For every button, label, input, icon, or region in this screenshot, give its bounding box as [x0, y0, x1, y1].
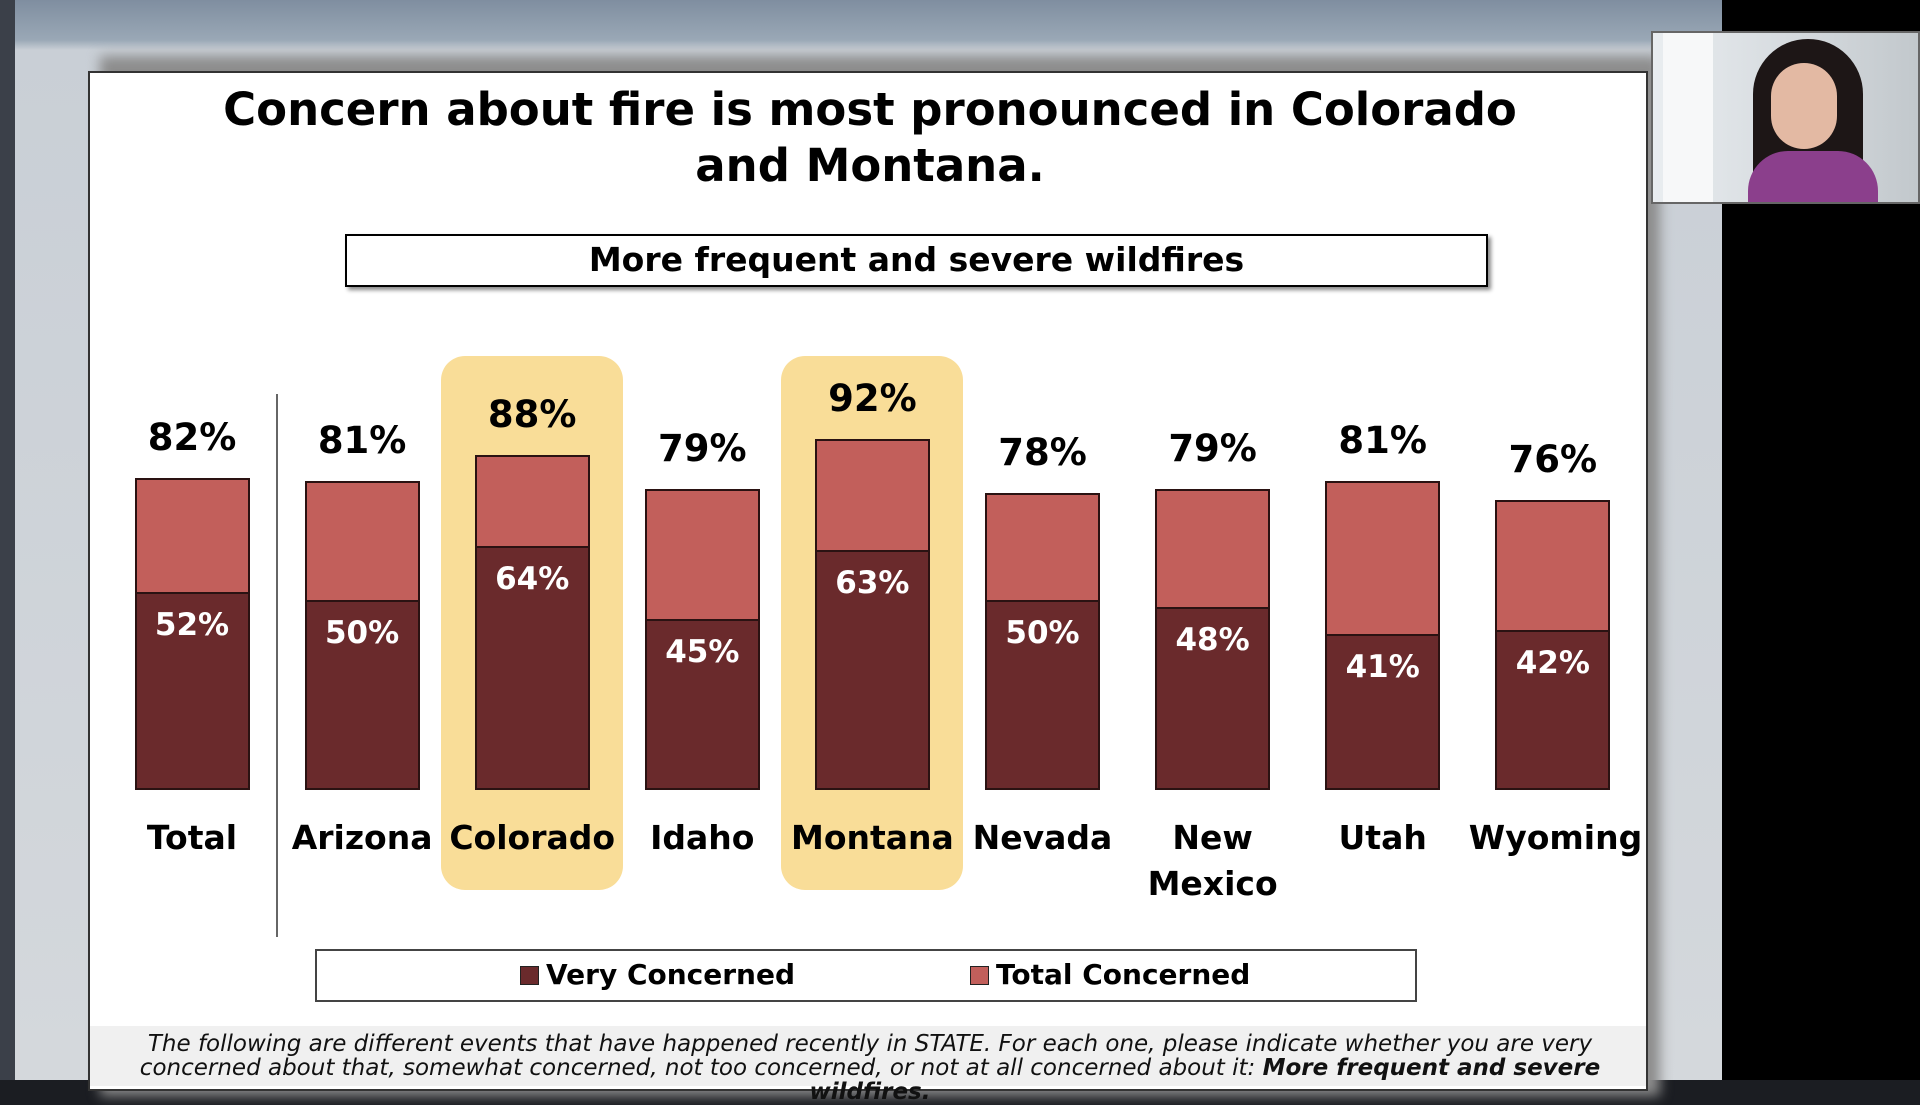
window-edge	[0, 0, 15, 1080]
value-label-inner: 48%	[1175, 622, 1250, 659]
value-label: 79%	[1168, 427, 1257, 470]
chart: Concern about fire is most pronounced in…	[90, 83, 1646, 1104]
footnote-text: The following are different events that …	[139, 1031, 1593, 1081]
bar	[134, 591, 250, 790]
value-label-inner: 64%	[495, 561, 570, 598]
bar	[1495, 629, 1611, 790]
window-light	[1663, 33, 1713, 202]
bar	[814, 549, 930, 790]
x-tick-label: Wyoming	[1468, 818, 1643, 857]
x-tick-label: Total	[146, 818, 238, 857]
x-tick-label: Colorado	[449, 818, 616, 857]
chart-subtitle: More frequent and severe wildfires	[588, 240, 1245, 279]
bar	[1325, 633, 1441, 790]
value-label: 78%	[998, 430, 1087, 474]
value-label: 82%	[147, 415, 237, 459]
value-label-inner: 52%	[154, 606, 230, 643]
value-label-inner: 42%	[1515, 644, 1590, 681]
value-label-inner: 41%	[1345, 648, 1420, 685]
x-tick-label: Arizona	[291, 818, 433, 857]
x-tick-label: Utah	[1338, 818, 1427, 857]
bar	[304, 599, 420, 790]
bar	[474, 546, 590, 790]
x-tick-label: Idaho	[650, 818, 755, 857]
value-label-inner: 63%	[835, 564, 910, 601]
footnote-band	[90, 1026, 1646, 1086]
legend-label: Very Concerned	[546, 958, 796, 991]
legend-swatch	[520, 966, 539, 985]
person-face	[1771, 63, 1837, 149]
footnote: The following are different events that …	[110, 1032, 1630, 1104]
bar	[644, 618, 760, 790]
x-tick-label: Nevada	[972, 818, 1113, 857]
chart-title: Concern about fire is most pronounced in…	[223, 83, 1517, 192]
bar	[1155, 607, 1271, 790]
value-label: 79%	[658, 427, 747, 470]
value-label-inner: 50%	[1005, 614, 1080, 651]
legend-label: Total Concerned	[996, 958, 1251, 991]
webcam-thumbnail	[1651, 31, 1920, 204]
x-tick-label: Montana	[790, 818, 954, 857]
x-tick-label: New Mexico	[1147, 818, 1278, 903]
person-shirt	[1748, 151, 1878, 202]
legend-swatch	[970, 966, 989, 985]
value-label-inner: 50%	[324, 614, 400, 651]
bar	[985, 599, 1100, 790]
subtitle-box	[345, 234, 1488, 287]
separator	[276, 394, 278, 937]
value-label: 88%	[487, 392, 577, 436]
value-label-inner: 45%	[665, 633, 740, 670]
legend-box	[315, 949, 1417, 1002]
value-label: 92%	[828, 377, 917, 421]
value-label: 76%	[1508, 438, 1598, 482]
value-label: 81%	[1338, 419, 1427, 463]
value-label: 81%	[317, 419, 407, 463]
